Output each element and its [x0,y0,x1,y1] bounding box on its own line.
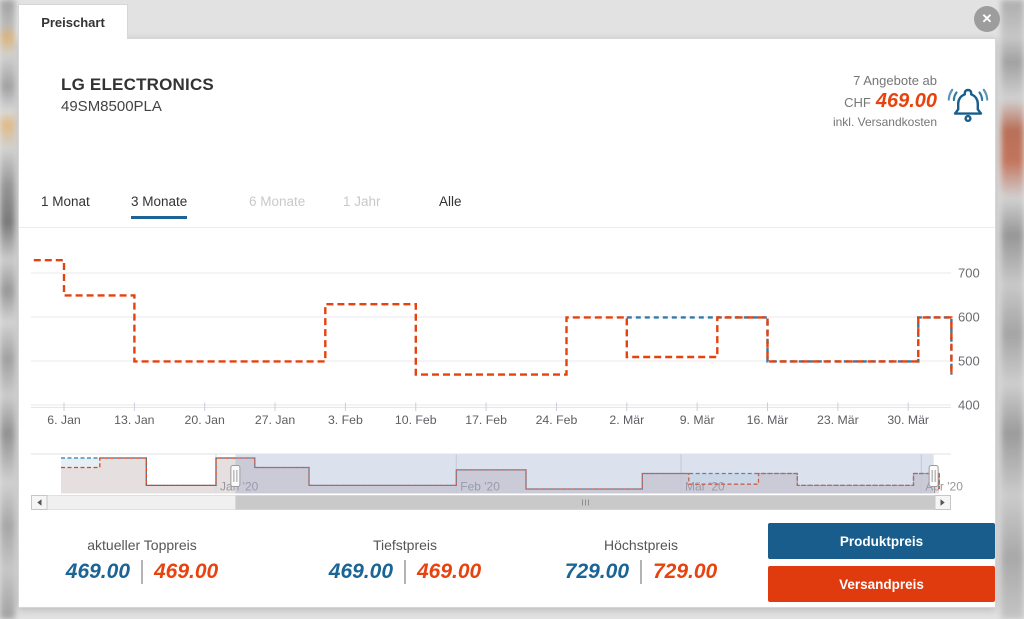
close-icon: ✕ [981,11,993,26]
scrollbar-left-arrow[interactable] [31,495,48,510]
price-alert-bell-icon[interactable] [945,82,991,124]
tab-preischart-label: Preischart [41,14,105,30]
svg-text:Mär '20: Mär '20 [685,480,725,494]
svg-text:13. Jan: 13. Jan [114,413,154,427]
period-tab-1-monat[interactable]: 1 Monat [41,194,90,209]
stat-label: Höchstpreis [604,537,678,553]
tabs-separator [19,227,995,228]
stat-shipping-value: 729.00 [653,560,718,583]
close-button[interactable]: ✕ [974,6,1000,32]
svg-text:17. Feb: 17. Feb [465,413,507,427]
nav-handle-right[interactable] [928,465,939,487]
svg-text:9. Mär: 9. Mär [680,413,715,427]
stat-product-value: 729.00 [564,560,629,583]
svg-text:23. Mär: 23. Mär [817,413,859,427]
preischart-modal: LG ELECTRONICS 49SM8500PLA 7 Angebote ab… [18,38,996,608]
navigator[interactable]: Jan '20Feb '20Mär '20Apr '20 [31,453,963,494]
svg-text:10. Feb: 10. Feb [395,413,437,427]
svg-text:30. Mär: 30. Mär [887,413,929,427]
price-chart-svg[interactable]: 400 500 600 700 6. Jan 13. Jan 20. Jan 27. Jan 3… [19,229,997,513]
period-tab-alle[interactable]: Alle [439,194,462,209]
stat-product-value: 469.00 [328,560,393,583]
product-title-block: LG ELECTRONICS 49SM8500PLA [61,75,214,115]
chart-scrollbar[interactable] [31,495,951,510]
stat-label: aktueller Toppreis [87,537,197,553]
svg-text:600: 600 [958,310,980,325]
stat-divider [141,560,143,584]
svg-text:24. Feb: 24. Feb [536,413,578,427]
stat-label: Tiefstpreis [372,537,438,553]
offer-price: 469.00 [875,90,937,112]
svg-text:20. Jan: 20. Jan [185,413,225,427]
stat-hoechstpreis: Höchstpreis 729.00 729.00 [531,537,751,584]
period-tab-6-monate: 6 Monate [249,194,306,209]
scrollbar-thumb[interactable] [235,495,935,510]
stat-tiefstpreis: Tiefstpreis 469.00 469.00 [295,537,515,584]
svg-text:3. Feb: 3. Feb [328,413,363,427]
svg-text:Feb '20: Feb '20 [460,480,500,494]
svg-text:6. Jan: 6. Jan [47,413,81,427]
background-page-left [0,0,15,619]
product-model: 49SM8500PLA [61,98,162,115]
period-tab-1-jahr: 1 Jahr [343,194,381,209]
svg-text:2. Mär: 2. Mär [609,413,644,427]
background-page-right [1001,0,1024,619]
scrollbar-right-arrow[interactable] [934,495,951,510]
offer-count: 7 Angebote ab [853,73,937,88]
stat-shipping-value: 469.00 [154,560,219,583]
stat-shipping-value: 469.00 [417,560,482,583]
stat-aktueller-toppreis: aktueller Toppreis 469.00 469.00 [32,537,252,584]
svg-text:16. Mär: 16. Mär [747,413,789,427]
stat-product-value: 469.00 [65,560,130,583]
produktpreis-button[interactable]: Produktpreis [768,523,995,559]
main-chart: 400 500 600 700 6. Jan 13. Jan 20. Jan 27. Jan 3… [31,259,980,427]
stat-divider [404,560,406,584]
versandpreis-button[interactable]: Versandpreis [768,566,995,602]
svg-text:400: 400 [958,398,980,413]
offer-note: inkl. Versandkosten [832,115,937,129]
offer-summary: 7 Angebote ab CHF 469.00 inkl. Versandkos… [833,73,937,129]
product-brand: LG ELECTRONICS [61,75,214,94]
tab-preischart[interactable]: Preischart [18,4,128,39]
period-tab-3-monate[interactable]: 3 Monate [131,194,188,219]
stat-divider [640,560,642,584]
offer-currency: CHF [844,95,871,110]
svg-text:500: 500 [958,354,980,369]
svg-text:27. Jan: 27. Jan [255,413,295,427]
nav-handle-left[interactable] [230,465,241,487]
svg-text:700: 700 [958,266,980,281]
